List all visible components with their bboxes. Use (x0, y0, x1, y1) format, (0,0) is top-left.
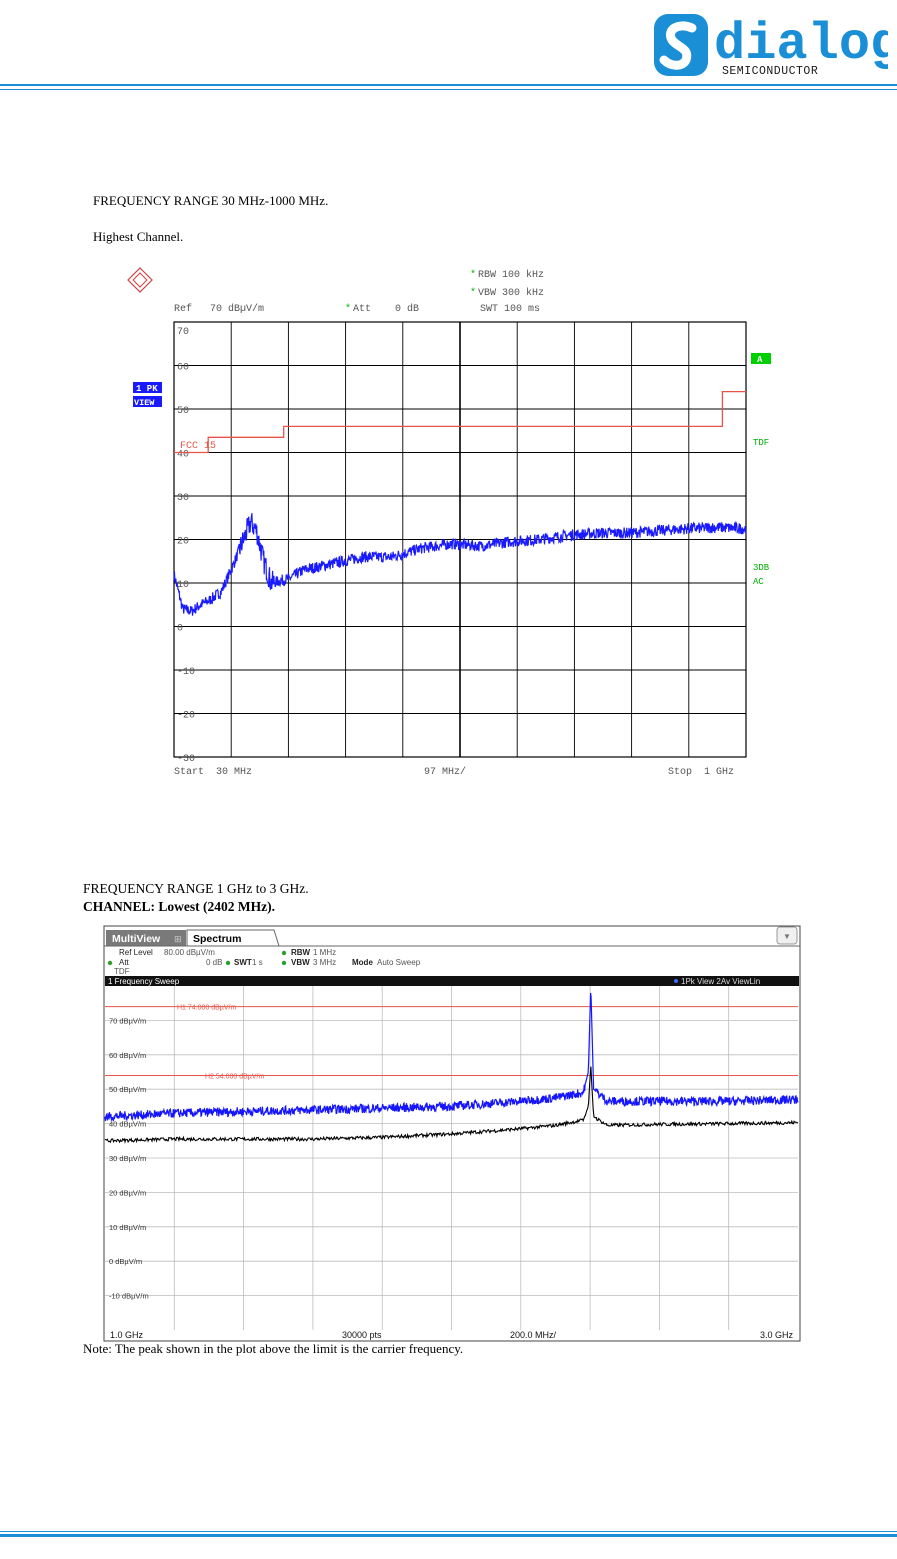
vbw-setting: * VBW 300 kHz (470, 287, 544, 299)
footer-rule (0, 1534, 897, 1537)
y-tick-label: 20 (177, 537, 189, 548)
h1-label: H1 74.000 dBµV/m (177, 1005, 236, 1012)
window-title: 1 Frequency Sweep (108, 977, 180, 986)
y-tick-label: 70 dBµV/m (109, 1016, 146, 1025)
rbw-value: 1 MHz (313, 948, 336, 957)
header-rule-thin (0, 89, 897, 90)
x-div: 97 MHz/ (424, 766, 466, 778)
rs-logo-icon (127, 267, 153, 293)
note-text: Note: The peak shown in the plot above t… (83, 1341, 464, 1356)
y-tick-label: 0 dBµV/m (109, 1257, 142, 1266)
y-tick-label: 30 (177, 493, 189, 504)
y-tick-label: 50 (177, 406, 189, 417)
tab-spectrum[interactable] (186, 929, 280, 947)
mode-value: Auto Sweep (377, 958, 421, 967)
ref-level: Ref 70 dBµV/m (174, 303, 264, 315)
y-tick-label: 40 (177, 450, 189, 461)
tag-ac: AC (753, 577, 764, 587)
y-tick-label: 30 dBµV/m (109, 1154, 146, 1163)
tab-spectrum-label: Spectrum (193, 933, 241, 945)
y-tick-label: 10 (177, 580, 189, 591)
x-stop: 3.0 GHz (760, 1330, 794, 1340)
ref-level-value: 80.00 dBµV/m (164, 948, 215, 957)
h2-label: H2 54.000 dBµV/m (205, 1073, 264, 1080)
spectrum-plot-30mhz-1ghz: * RBW 100 kHz * VBW 300 kHz SWT 100 ms Ref… (127, 267, 771, 778)
chevron-down-icon: ▼ (783, 932, 791, 941)
limit-label: FCC 15 (180, 441, 216, 452)
mode-label: Mode (352, 958, 373, 967)
x-start: Start 30 MHz (174, 767, 252, 778)
spectrum-plot-1ghz-3ghz: MultiView ⊞ Spectrum ▼ Ref Level 80.00 d… (103, 925, 801, 1342)
y-tick-label: 20 dBµV/m (109, 1188, 146, 1197)
y-tick-label: 60 dBµV/m (109, 1051, 146, 1060)
section1-title: FREQUENCY RANGE 30 MHz-1000 MHz. (93, 193, 329, 208)
view-label: VIEW (134, 398, 155, 408)
y-tick-label: -10 dBµV/m (109, 1292, 149, 1301)
dialog-logo: dialog SEMICONDUCTOR (654, 14, 888, 78)
tab-multiview[interactable] (106, 930, 186, 946)
y-tick-label: 60 (177, 363, 189, 374)
fcc15-limit-line (174, 390, 746, 454)
section2-channel: CHANNEL: Lowest (2402 MHz). (83, 899, 275, 914)
dropdown-button[interactable] (776, 926, 798, 945)
trace-legend: 1Pk View 2Av ViewLin (681, 977, 760, 986)
pk-trace (173, 513, 747, 616)
x-stop: Stop 1 GHz (668, 767, 734, 778)
swt-label: SWT (234, 958, 252, 967)
tdf-label: TDF (114, 967, 130, 976)
tag-a: A (757, 355, 763, 365)
av-trace (104, 1066, 799, 1144)
y-tick-label: 10 dBµV/m (109, 1223, 146, 1232)
vbw-value: 3 MHz (313, 958, 336, 967)
ref-level-label: Ref Level (119, 948, 153, 957)
y-tick-label: 70 (177, 327, 189, 338)
y-tick-label: 40 dBµV/m (109, 1120, 146, 1129)
rbw-setting: * RBW 100 kHz (470, 269, 544, 281)
vbw-label: VBW (291, 958, 310, 967)
y-tick-label: 0 (177, 624, 183, 635)
rbw-label: RBW (291, 948, 311, 957)
tag-3db: 3DB (753, 563, 770, 573)
tag-tdf: TDF (753, 438, 769, 448)
section2-title: FREQUENCY RANGE 1 GHz to 3 GHz. (83, 881, 309, 896)
grid-icon: ⊞ (174, 934, 182, 944)
footer-rule-thin (0, 1531, 897, 1532)
x-points: 30000 pts (342, 1330, 382, 1340)
swt-setting: SWT 100 ms (480, 304, 540, 315)
att-label: Att (119, 958, 130, 967)
y-tick-label: 50 dBµV/m (109, 1085, 146, 1094)
logo-subtitle: SEMICONDUCTOR (722, 65, 818, 78)
y-tick-label: -20 (177, 711, 195, 722)
y-tick-label: -30 (177, 754, 195, 765)
att-value: 0 dB (206, 958, 222, 967)
x-div: 200.0 MHz/ (510, 1330, 557, 1340)
header-rule (0, 84, 897, 86)
trace-label: 1 PK (136, 384, 158, 394)
section1-subtitle: Highest Channel. (93, 229, 184, 244)
att-setting: * Att 0 dB (345, 303, 419, 315)
tab-multiview-label: MultiView (112, 933, 161, 945)
pk-trace (104, 992, 799, 1122)
y-tick-label: -10 (177, 667, 195, 678)
x-start: 1.0 GHz (110, 1330, 144, 1340)
swt-value: 1 s (252, 958, 263, 967)
logo-word: dialog (714, 15, 888, 74)
